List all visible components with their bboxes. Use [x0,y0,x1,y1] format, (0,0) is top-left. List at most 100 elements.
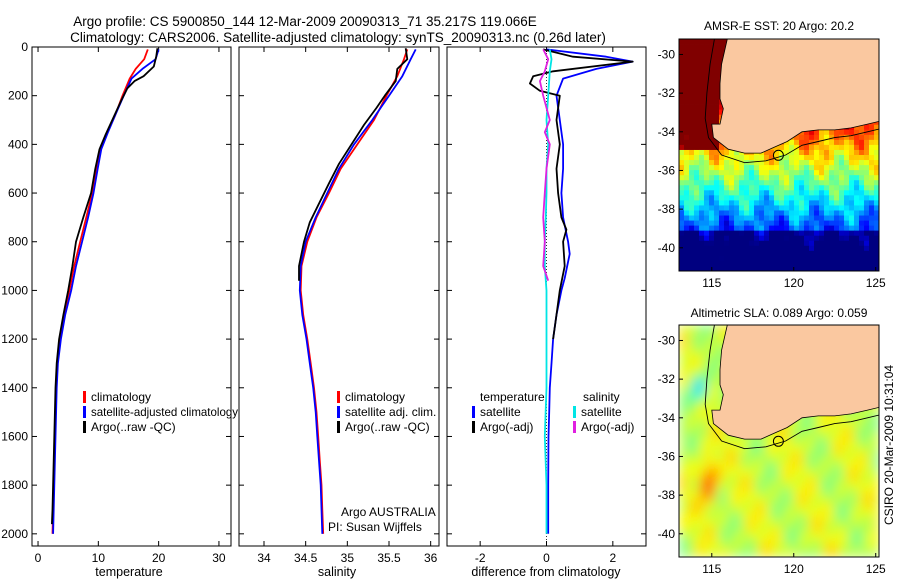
map-cell [744,180,750,186]
map-cell [684,521,690,528]
map-cell [709,546,715,553]
map-cell [789,496,795,502]
map-cell [874,541,879,548]
map-cell [699,471,705,477]
map-cell [724,446,730,452]
map-cell [679,265,685,271]
map-cell [774,451,780,457]
map-cell [744,195,750,201]
map-cell [679,139,685,146]
map-cell [839,476,845,482]
map-cell [869,476,875,482]
map-cell [679,99,685,105]
profile-location-marker [772,435,784,447]
map-cell [839,456,845,462]
map-cell [854,180,860,186]
map-cell [704,400,710,407]
map-cell [864,155,870,161]
map-cell [874,175,879,181]
map-cell [714,340,720,346]
map-cell [719,144,725,151]
map-cell [774,210,780,216]
map-cell [804,456,810,462]
map-cell [869,486,875,492]
map-cell [814,190,820,196]
temperature-legend: climatology satellite-adjusted climatolo… [83,390,238,434]
map-cell [759,155,765,161]
map-cell [819,420,825,427]
map-cell [824,501,830,507]
map-cell [764,541,770,548]
map-cell [829,255,835,262]
map-cell [839,491,845,497]
map-cell [774,250,780,257]
map-cell [709,390,715,397]
map-cell [839,521,845,528]
map-cell [764,466,770,472]
map-cell [684,481,690,487]
map-cell [709,400,715,407]
map-cell [734,531,740,538]
map-cell [804,240,810,247]
map-cell [784,536,790,543]
map-cell [714,345,720,351]
map-cell [809,476,815,482]
map-cell [819,149,825,156]
map-cell [754,185,760,191]
map-cell [749,446,755,452]
map-cell [739,175,745,181]
legend-label-satellite: satellite adj. clim. [345,405,436,419]
map-cell [714,119,720,126]
map-cell [719,235,725,242]
map-cell [704,129,710,136]
map-cell [709,350,715,356]
map-cell [719,165,725,171]
map-cell [774,200,780,206]
map-cell [709,190,715,196]
map-cell [714,54,720,60]
map-cell [739,205,745,211]
map-cell [739,516,745,523]
map-cell [694,144,700,151]
map-cell [679,400,685,407]
map-cell [859,521,865,528]
map-cell [789,149,795,156]
series-line-salinity-argo-adj- [539,48,551,281]
map-cell [749,205,755,211]
map-cell [739,491,745,497]
map-cell [694,350,700,356]
map-cell [809,466,815,472]
map-cell [704,441,710,447]
map-cell [834,511,840,518]
map-cell [714,44,720,50]
map-cell [689,405,695,412]
map-cell [864,200,870,206]
map-cell [819,139,825,146]
map-cell [844,129,850,136]
map-cell [829,129,835,136]
map-cell [809,250,815,257]
map-cell [824,220,830,227]
map-cell [704,235,710,242]
map-cell [699,185,705,191]
map-cell [839,441,845,447]
map-cell [734,230,740,237]
map-cell [719,175,725,181]
map-cell [774,149,780,156]
map-cell [819,210,825,216]
map-cell [849,466,855,472]
map-cell [764,155,770,161]
map-cell [744,260,750,267]
map-cell [869,466,875,472]
map-cell [709,59,715,65]
map-cell [819,129,825,136]
map-cell [744,491,750,497]
map-cell [749,240,755,247]
map-cell [859,531,865,538]
map-cell [829,215,835,221]
map-cell [859,265,865,271]
sst-map: 115 120 125-30-32-34-36-38-40 [658,38,886,290]
map-cell [764,225,770,232]
map-cell [764,501,770,507]
map-cell [769,155,775,161]
